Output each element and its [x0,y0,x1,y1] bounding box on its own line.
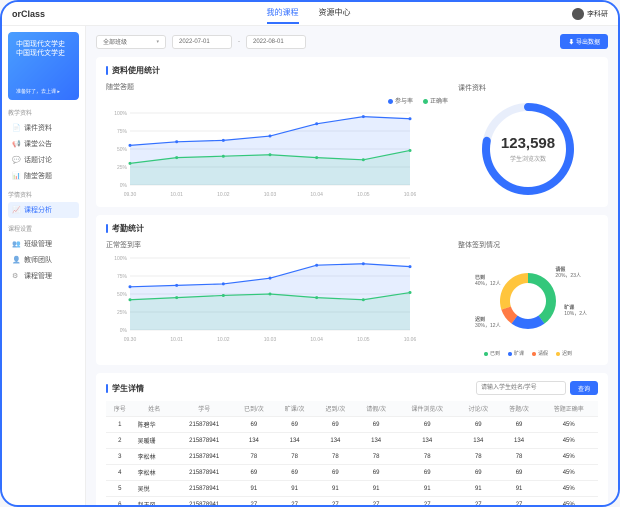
svg-text:10.02: 10.02 [217,337,230,343]
nav-analytics[interactable]: 📈课程分析 [8,202,79,218]
table-header: 请假/次 [356,401,397,417]
table-header: 学号 [175,401,234,417]
filterbar: 全部班级▾ 2022-07-01 - 2022-08-01 ⬇ 导出数据 [96,34,608,49]
svg-text:10.02: 10.02 [217,192,230,198]
nav-teachers[interactable]: 👤教师团队 [8,252,79,268]
svg-text:10.03: 10.03 [264,192,277,198]
svg-text:75%: 75% [117,129,128,135]
views-donut: 123,598 学生浏览次数 [478,99,578,199]
nav-materials[interactable]: 📄课件资料 [8,120,79,136]
nav-course-mgmt[interactable]: ⚙课程管理 [8,268,79,284]
table-header: 讨论/次 [458,401,499,417]
course-card[interactable]: 中国现代文学史中国现代文学史 准备好了，去上课 ▸ [8,32,79,100]
table-header: 答题正确率 [539,401,598,417]
bell-icon: 📢 [12,140,20,148]
svg-text:09.30: 09.30 [124,337,137,343]
svg-text:09.30: 09.30 [124,192,137,198]
student-search: 查询 [476,381,598,395]
nav-quiz[interactable]: 📊随堂答题 [8,168,79,184]
brand: orClass [12,9,45,19]
sidebar: 中国现代文学史中国现代文学史 准备好了，去上课 ▸ 教学资料 📄课件资料 📢课堂… [2,26,86,505]
table-header: 序号 [106,401,134,417]
chevron-down-icon: ▾ [156,39,159,45]
svg-text:100%: 100% [114,111,127,117]
user-menu[interactable]: 李科研 [572,8,608,20]
date-from[interactable]: 2022-07-01 [172,35,232,49]
pie-legend: 已到旷课请假迟到 [484,350,572,357]
svg-text:10.05: 10.05 [357,192,370,198]
table-row[interactable]: 3李松林2158789417878787878787845% [106,449,598,465]
attendance-chart: 0% 25% 50% 75% 100% 09.30 10.01 10.02 10.03 10.04… [106,254,416,344]
export-button[interactable]: ⬇ 导出数据 [560,34,608,49]
svg-text:10.05: 10.05 [357,337,370,343]
student-table: 序号姓名学号已到/次旷课/次迟到/次请假/次课件浏览/次讨论/次答题/次答题正确… [106,401,598,505]
table-header: 旷课/次 [274,401,315,417]
svg-text:10.04: 10.04 [310,337,323,343]
date-to[interactable]: 2022-08-01 [246,35,306,49]
quiz-icon: 📊 [12,172,20,180]
avatar-icon [572,8,584,20]
nav-group-analytics: 学情资料 [8,190,79,199]
gear-icon: ⚙ [12,272,20,280]
panel-students: 学生详情 查询 序号姓名学号已到/次旷课/次迟到/次请假/次课件浏览/次讨论/次… [96,373,608,505]
table-header: 课件浏览/次 [397,401,458,417]
tab-my-courses[interactable]: 我的课程 [267,3,299,24]
table-row[interactable]: 5吴悦2158789419191919191919145% [106,481,598,497]
table-header: 已到/次 [234,401,275,417]
table-header: 姓名 [134,401,175,417]
nav-class[interactable]: 👥班级管理 [8,236,79,252]
main: 全部班级▾ 2022-07-01 - 2022-08-01 ⬇ 导出数据 资料使… [86,26,618,505]
table-row[interactable]: 1陈碧华2158789416969696969696945% [106,417,598,433]
panel-materials: 资料使用统计 随堂答题 参与率 正确率 0%25%50%75%100%09.30… [96,57,608,207]
table-header: 迟到/次 [315,401,356,417]
panel-attendance: 考勤统计 正常签到率 0%25%50%75%100%09.3010.0110.0… [96,215,608,365]
chart1-legend: 参与率 正确率 [106,96,448,105]
svg-text:10.01: 10.01 [170,192,183,198]
nav-discuss[interactable]: 💬话题讨论 [8,152,79,168]
svg-text:50%: 50% [117,292,128,298]
svg-text:25%: 25% [117,165,128,171]
search-button[interactable]: 查询 [570,381,598,395]
nav-group-settings: 课程设置 [8,224,79,233]
team-icon: 👤 [12,256,20,264]
chart-icon: 📈 [12,206,20,214]
group-icon: 👥 [12,240,20,248]
attendance-pie: 已到40%，12人请假20%，23人旷课10%，2人迟到30%，12人 [483,256,573,346]
doc-icon: 📄 [12,124,20,132]
svg-text:25%: 25% [117,310,128,316]
table-row[interactable]: 6赵玉风2158789412727272727272745% [106,497,598,506]
search-input[interactable] [476,381,566,395]
nav-announce[interactable]: 📢课堂公告 [8,136,79,152]
svg-text:100%: 100% [114,256,127,262]
nav-group-teaching: 教学资料 [8,108,79,117]
svg-text:10.04: 10.04 [310,192,323,198]
table-row[interactable]: 4李松林2158789416969696969696945% [106,465,598,481]
svg-text:75%: 75% [117,274,128,280]
svg-text:10.06: 10.06 [404,337,416,343]
materials-chart: 0% 25% 50% 75% 100% 09.30 10.01 10.02 10.03 10.04… [106,109,416,199]
table-row[interactable]: 2吴暖珊21587894113413413413413413413445% [106,433,598,449]
svg-text:0%: 0% [120,183,128,189]
topbar: orClass 我的课程 资源中心 李科研 [2,2,618,26]
topnav: 我的课程 资源中心 [267,3,351,24]
class-select[interactable]: 全部班级▾ [96,35,166,49]
svg-text:10.01: 10.01 [170,337,183,343]
svg-text:10.06: 10.06 [404,192,416,198]
svg-text:10.03: 10.03 [264,337,277,343]
tab-resource-center[interactable]: 资源中心 [319,3,351,24]
table-header: 答题/次 [499,401,540,417]
chat-icon: 💬 [12,156,20,164]
svg-text:0%: 0% [120,328,128,334]
svg-text:50%: 50% [117,147,128,153]
